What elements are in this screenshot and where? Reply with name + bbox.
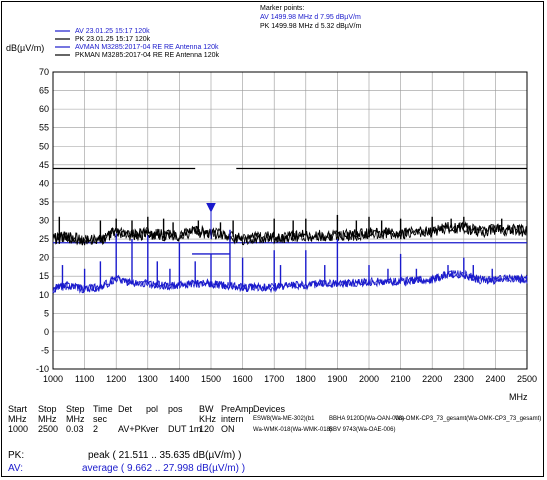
y-tick-label: 60 [39,104,49,114]
grid [52,71,528,370]
x-tick-label: 1000 [43,374,63,384]
unit-time: sec [93,414,108,424]
val-time: 2 [93,424,99,434]
summary-av-text: average ( 9.662 .. 27.998 dB(µV/m) ) [82,463,246,474]
val-pos: DUT 1m [168,424,202,434]
marker-line-av: AV 1499.98 MHz d 7.95 dBµV/m [260,14,361,21]
y-tick-label: 35 [39,197,49,207]
x-tick-label: 1100 [75,374,94,384]
val-preamp: ON [221,424,235,434]
marker-group [192,203,230,255]
device-3: Wa-OMK-CP3_73_gesamt(Wa-OMK-CP3_73_gesam… [395,416,542,422]
y-tick-label: 55 [39,123,49,133]
y-tick-label: -10 [36,364,49,374]
hdr-pos: pos [168,404,183,414]
unit-start: MHz [8,414,27,424]
plot-border [52,71,528,370]
legend-label: AV 23.01.25 15:17 120k [75,28,150,35]
unit-preamp: intern [221,414,244,424]
legend-label: PK 23.01.25 15:17 120k [75,36,151,43]
unit-step: MHz [66,414,85,424]
x-tick-label: 1900 [327,374,347,384]
x-tick-label: 1200 [106,374,126,384]
x-tick-label: 1300 [138,374,158,384]
hdr-devices: Devices [253,404,286,414]
val-step: 0.03 [66,424,84,434]
x-tick-label: 2000 [359,374,379,384]
marker-triangle [206,203,216,213]
unit-bw: KHz [199,414,217,424]
hdr-start: Start [8,404,28,414]
hdr-preamp: PreAmp [221,404,254,414]
y-tick-label: -5 [41,345,49,355]
series-pk-band [53,221,528,246]
device-4: Wa-WMK-018(Wa-WMK-018) [253,427,332,433]
y-tick-label: 5 [44,308,49,318]
device-1: ESW8(Wa-ME-302)(b1 [253,416,315,422]
val-pol: ver [146,424,159,434]
val-stop: 2500 [38,424,59,434]
x-tick-label: 2400 [485,374,505,384]
y-tick-label: 20 [39,253,49,263]
x-tick-label: 1600 [233,374,253,384]
x-tick-label: 1800 [296,374,316,384]
y-tick-label: 25 [39,234,49,244]
hdr-bw: BW [199,404,214,414]
y-tick-label: 10 [39,290,49,300]
y-tick-label: 65 [39,86,49,96]
x-axis-label: MHz [509,392,528,402]
x-tick-label: 2100 [391,374,411,384]
hdr-pol: pol [146,404,159,414]
x-tick-label: 1500 [201,374,221,384]
y-tick-label: 70 [39,67,49,77]
val-start: 1000 [8,424,29,434]
device-5: BBV 9743(Wa-OAE-006) [329,427,396,433]
series-av-band [53,269,528,294]
x-tick-label: 2500 [517,374,537,384]
legend-label: AVMAN M3285:2017-04 RE RE Antenna 120k [75,44,219,51]
summary-pk-label: PK: [8,450,25,461]
marker-box-title: Marker points: [260,5,304,12]
x-tick-label: 1400 [169,374,189,384]
val-bw: 120 [199,424,215,434]
y-tick-label: 40 [39,178,49,188]
device-2: BBHA 9120D(Wa-OAN-008) [329,416,405,422]
hdr-step: Step [66,404,85,414]
y-tick-label: 15 [39,271,49,281]
unit-stop: MHz [38,414,57,424]
hdr-time: Time [93,404,113,414]
hdr-stop: Stop [38,404,57,414]
marker-line-pk: PK 1499.98 MHz d 5.32 dBµV/m [260,23,361,30]
val-det: AV+PK [118,424,147,434]
legend-label: PKMAN M3285:2017-04 RE RE Antenna 120k [75,52,219,59]
summary-pk-text: peak ( 21.511 .. 35.635 dB(µV/m) ) [88,450,242,461]
series-group [52,214,528,294]
hdr-det: Det [118,404,133,414]
x-tick-label: 1700 [264,374,284,384]
y-tick-label: 30 [39,216,49,226]
y-tick-label: 0 [44,327,49,337]
summary-av-label: AV: [8,463,24,474]
y-tick-label: 50 [39,141,49,151]
y-axis-label: dB(µV/m) [6,43,44,53]
x-tick-label: 2300 [454,374,474,384]
x-tick-label: 2200 [422,374,442,384]
axes: 1000 1100 1200 1300 1400 1500 1600 1700 1800 1900… [36,67,537,384]
y-tick-label: 45 [39,160,49,170]
